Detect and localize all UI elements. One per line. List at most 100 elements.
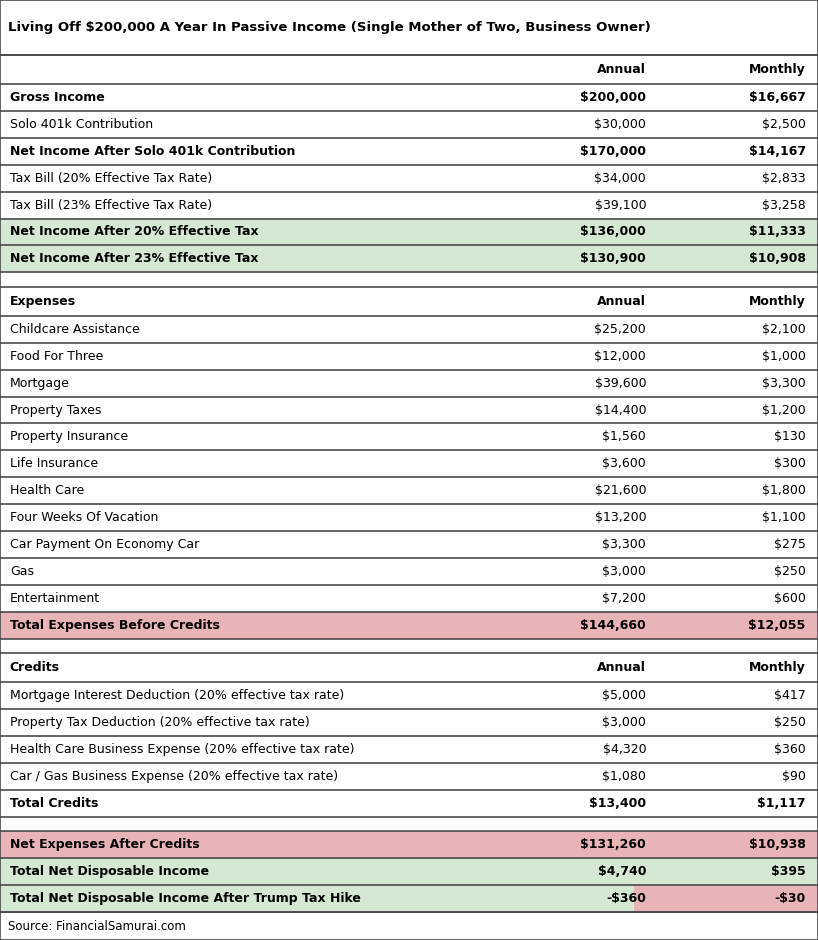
Text: $1,117: $1,117 xyxy=(757,797,806,810)
Text: Living Off $200,000 A Year In Passive Income (Single Mother of Two, Business Own: Living Off $200,000 A Year In Passive In… xyxy=(8,21,651,34)
Text: Annual: Annual xyxy=(597,63,646,76)
Bar xyxy=(0,423,818,450)
Bar xyxy=(0,164,818,192)
Text: Net Income After 23% Effective Tax: Net Income After 23% Effective Tax xyxy=(10,253,258,265)
Text: Expenses: Expenses xyxy=(10,295,76,307)
Text: $131,260: $131,260 xyxy=(581,838,646,852)
Text: $170,000: $170,000 xyxy=(580,145,646,158)
Bar xyxy=(0,763,818,790)
Bar xyxy=(0,612,818,639)
Text: $136,000: $136,000 xyxy=(581,226,646,239)
Text: Annual: Annual xyxy=(597,661,646,674)
Text: $30,000: $30,000 xyxy=(595,118,646,131)
Text: $3,000: $3,000 xyxy=(602,565,646,578)
Text: $39,600: $39,600 xyxy=(595,377,646,389)
Text: $13,200: $13,200 xyxy=(595,511,646,525)
Text: $130: $130 xyxy=(774,431,806,444)
Bar xyxy=(0,343,818,369)
Text: $1,560: $1,560 xyxy=(603,431,646,444)
Bar xyxy=(0,531,818,558)
Text: Net Income After Solo 401k Contribution: Net Income After Solo 401k Contribution xyxy=(10,145,295,158)
Text: Source: FinancialSamurai.com: Source: FinancialSamurai.com xyxy=(8,919,186,932)
Bar xyxy=(0,585,818,612)
Text: $90: $90 xyxy=(782,770,806,783)
Bar xyxy=(0,831,818,858)
Text: $417: $417 xyxy=(774,689,806,702)
Text: $16,667: $16,667 xyxy=(748,91,806,104)
Bar xyxy=(0,639,818,653)
Bar xyxy=(0,736,818,763)
Text: $13,400: $13,400 xyxy=(589,797,646,810)
Text: Food For Three: Food For Three xyxy=(10,350,103,363)
Text: $39,100: $39,100 xyxy=(595,198,646,212)
Text: $10,908: $10,908 xyxy=(748,253,806,265)
Text: $25,200: $25,200 xyxy=(595,322,646,336)
Bar xyxy=(634,885,818,912)
Text: -$30: -$30 xyxy=(775,892,806,905)
Bar xyxy=(0,397,818,423)
Text: $4,740: $4,740 xyxy=(598,865,646,878)
Text: Car / Gas Business Expense (20% effective tax rate): Car / Gas Business Expense (20% effectiv… xyxy=(10,770,338,783)
Text: $395: $395 xyxy=(771,865,806,878)
Bar xyxy=(0,478,818,504)
Text: $2,833: $2,833 xyxy=(762,172,806,184)
Text: $360: $360 xyxy=(774,743,806,756)
Text: Property Taxes: Property Taxes xyxy=(10,403,101,416)
Bar xyxy=(0,111,818,138)
Bar xyxy=(0,138,818,164)
Text: Gross Income: Gross Income xyxy=(10,91,105,104)
Text: $21,600: $21,600 xyxy=(595,484,646,497)
Text: $1,100: $1,100 xyxy=(762,511,806,525)
Bar xyxy=(0,558,818,585)
Bar xyxy=(0,885,634,912)
Bar xyxy=(0,316,818,343)
Bar xyxy=(0,709,818,736)
Text: $12,000: $12,000 xyxy=(595,350,646,363)
Text: $12,055: $12,055 xyxy=(748,619,806,632)
Bar xyxy=(0,287,818,316)
Text: $250: $250 xyxy=(774,565,806,578)
Bar xyxy=(0,653,818,682)
Text: -$360: -$360 xyxy=(606,892,646,905)
Text: $3,258: $3,258 xyxy=(762,198,806,212)
Bar xyxy=(0,682,818,709)
Text: $1,000: $1,000 xyxy=(762,350,806,363)
Text: $300: $300 xyxy=(774,458,806,470)
Text: $3,300: $3,300 xyxy=(603,538,646,551)
Text: $14,167: $14,167 xyxy=(748,145,806,158)
Bar xyxy=(0,55,818,84)
Text: $130,900: $130,900 xyxy=(581,253,646,265)
Text: $2,100: $2,100 xyxy=(762,322,806,336)
Text: $1,200: $1,200 xyxy=(762,403,806,416)
Text: Total Net Disposable Income After Trump Tax Hike: Total Net Disposable Income After Trump … xyxy=(10,892,361,905)
Text: $1,080: $1,080 xyxy=(602,770,646,783)
Text: Net Expenses After Credits: Net Expenses After Credits xyxy=(10,838,200,852)
Text: Solo 401k Contribution: Solo 401k Contribution xyxy=(10,118,153,131)
Text: $10,938: $10,938 xyxy=(748,838,806,852)
Text: Health Care Business Expense (20% effective tax rate): Health Care Business Expense (20% effect… xyxy=(10,743,354,756)
Text: $3,300: $3,300 xyxy=(762,377,806,389)
Text: Four Weeks Of Vacation: Four Weeks Of Vacation xyxy=(10,511,158,525)
Text: Entertainment: Entertainment xyxy=(10,592,100,604)
Text: Monthly: Monthly xyxy=(749,63,806,76)
Text: $11,333: $11,333 xyxy=(748,226,806,239)
Text: $600: $600 xyxy=(774,592,806,604)
Text: Tax Bill (23% Effective Tax Rate): Tax Bill (23% Effective Tax Rate) xyxy=(10,198,212,212)
Text: $34,000: $34,000 xyxy=(595,172,646,184)
Bar xyxy=(0,912,818,940)
Text: Car Payment On Economy Car: Car Payment On Economy Car xyxy=(10,538,199,551)
Text: Life Insurance: Life Insurance xyxy=(10,458,98,470)
Text: Monthly: Monthly xyxy=(749,295,806,307)
Bar xyxy=(0,192,818,218)
Text: Credits: Credits xyxy=(10,661,60,674)
Text: Mortgage: Mortgage xyxy=(10,377,70,389)
Bar xyxy=(0,858,818,885)
Text: $4,320: $4,320 xyxy=(603,743,646,756)
Text: Property Insurance: Property Insurance xyxy=(10,431,128,444)
Bar xyxy=(0,790,818,817)
Bar xyxy=(0,817,818,831)
Text: $275: $275 xyxy=(774,538,806,551)
Bar xyxy=(0,245,818,273)
Text: Health Care: Health Care xyxy=(10,484,84,497)
Text: Total Net Disposable Income: Total Net Disposable Income xyxy=(10,865,209,878)
